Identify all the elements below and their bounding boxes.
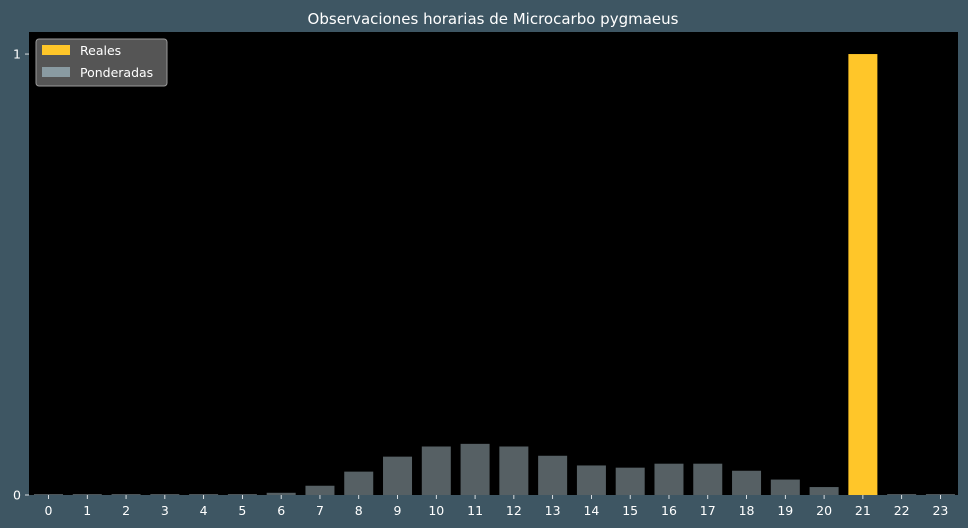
x-tick-label: 4 (200, 503, 208, 518)
chart-title: Observaciones horarias de Microcarbo pyg… (308, 10, 679, 28)
x-tick-label: 18 (739, 503, 755, 518)
x-tick-label: 17 (700, 503, 716, 518)
bar-ponderadas-13 (538, 455, 568, 495)
bar-ponderadas-6 (266, 492, 296, 495)
x-tick-label: 8 (355, 503, 363, 518)
x-tick-label: 21 (855, 503, 871, 518)
bar-ponderadas-1 (72, 494, 102, 495)
legend-swatch-reales (42, 45, 70, 55)
x-tick-label: 5 (238, 503, 246, 518)
y-axis: 01 (13, 47, 29, 503)
x-tick-label: 12 (506, 503, 522, 518)
x-tick-label: 2 (122, 503, 130, 518)
x-tick-label: 15 (622, 503, 638, 518)
bars-layer (34, 54, 955, 496)
x-axis: 0 1 2 3 4 5 6 7 8 9 10 11 12 13 14 15 16 17 18 19 20 21 22 23 (45, 495, 948, 518)
bar-reales-21 (848, 54, 878, 496)
legend: Reales Ponderadas (35, 38, 168, 87)
bar-ponderadas-22 (887, 494, 917, 495)
x-tick-label: 16 (661, 503, 677, 518)
bar-ponderadas-17 (693, 463, 723, 495)
bar-ponderadas-23 (925, 494, 955, 495)
bar-ponderadas-20 (809, 487, 839, 495)
y-tick-label: 1 (13, 47, 21, 62)
bar-ponderadas-4 (189, 494, 219, 495)
x-tick-label: 10 (428, 503, 444, 518)
bar-ponderadas-10 (421, 446, 451, 495)
y-tick-label: 0 (13, 488, 21, 503)
x-tick-label: 0 (45, 503, 53, 518)
bar-ponderadas-0 (34, 494, 63, 495)
bar-ponderadas-18 (732, 470, 762, 495)
legend-swatch-ponderadas (42, 67, 70, 77)
x-tick-label: 3 (161, 503, 169, 518)
bar-ponderadas-16 (654, 463, 684, 495)
plot-area (29, 32, 958, 495)
x-tick-label: 23 (932, 503, 948, 518)
x-tick-label: 14 (583, 503, 599, 518)
x-tick-label: 20 (816, 503, 832, 518)
x-tick-label: 22 (894, 503, 910, 518)
x-tick-label: 11 (467, 503, 483, 518)
bar-ponderadas-5 (227, 494, 257, 495)
legend-label-reales: Reales (80, 43, 121, 58)
x-tick-label: 9 (394, 503, 402, 518)
bar-ponderadas-8 (344, 471, 374, 495)
legend-label-ponderadas: Ponderadas (80, 65, 153, 80)
x-tick-label: 6 (277, 503, 285, 518)
bar-ponderadas-12 (499, 446, 529, 495)
bar-ponderadas-15 (615, 467, 645, 495)
bar-ponderadas-9 (383, 456, 413, 495)
bar-ponderadas-3 (150, 494, 180, 495)
bar-ponderadas-2 (111, 494, 141, 495)
bar-ponderadas-7 (305, 485, 335, 495)
x-tick-label: 13 (545, 503, 561, 518)
bar-ponderadas-19 (770, 479, 800, 495)
bar-ponderadas-14 (576, 465, 606, 495)
x-tick-label: 7 (316, 503, 324, 518)
x-tick-label: 19 (777, 503, 793, 518)
bar-ponderadas-11 (460, 443, 490, 495)
x-tick-label: 1 (83, 503, 91, 518)
